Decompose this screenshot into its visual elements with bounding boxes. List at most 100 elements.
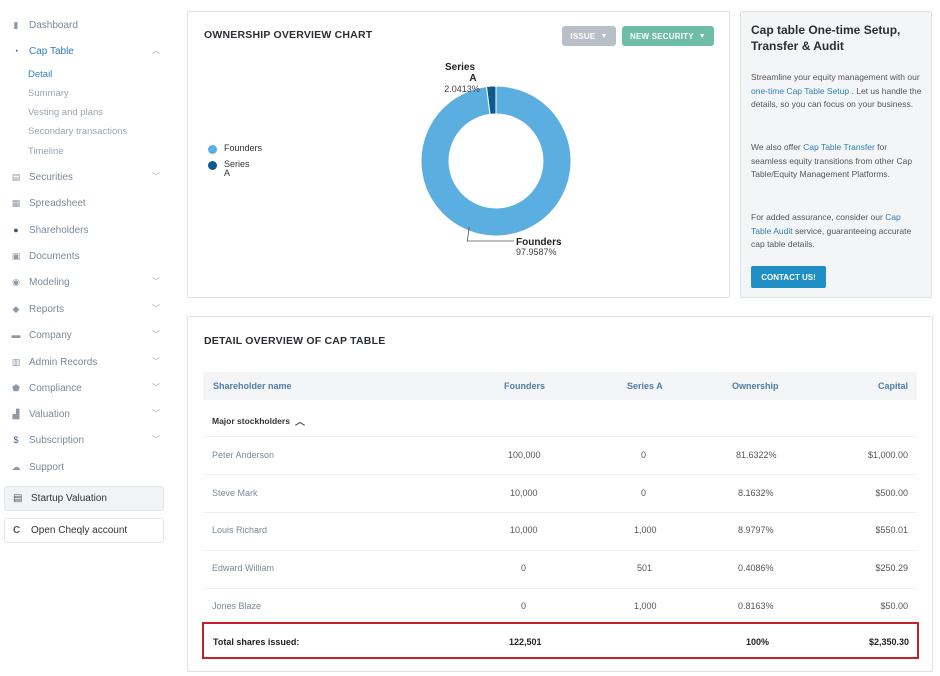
chevron-down-icon: ﹀	[152, 330, 160, 339]
column-header-capital[interactable]: Capital	[877, 381, 908, 391]
data-label-series-a-name: Series	[445, 62, 475, 73]
issue-button[interactable]: ISSUE ▼	[562, 26, 616, 46]
cell-ownership: 0.4086%	[738, 563, 774, 573]
cell-series-a: 0	[641, 488, 647, 498]
chart-legend: Founders Series A	[208, 143, 263, 184]
row-divider	[203, 474, 917, 475]
sidebar-item-spreadsheet[interactable]: ▦ Spreadsheet	[10, 194, 170, 212]
clipboard-icon: ▤	[11, 171, 21, 182]
sidebar-item-label: Valuation	[29, 408, 70, 420]
legend-item-founders[interactable]: Founders	[208, 143, 263, 154]
chevron-down-icon: ﹀	[152, 383, 160, 392]
sidebar-subitem-secondary[interactable]: Secondary transactions	[28, 126, 128, 137]
total-ownership: 100%	[746, 637, 770, 647]
tag-icon: ◆	[12, 303, 20, 314]
data-label-founders-value: 97.9587%	[516, 247, 557, 257]
legend-item-series-a[interactable]: Series A	[208, 160, 254, 178]
sidebar-item-label: Shareholders	[29, 224, 89, 236]
cell-founders: 10,000	[510, 525, 538, 535]
column-header-founders[interactable]: Founders	[504, 381, 546, 391]
open-cheqly-label: Open Cheqly account	[31, 525, 128, 536]
cap-table-setup-link[interactable]: one-time Cap Table Setup	[751, 85, 850, 96]
sidebar-item-valuation[interactable]: ▟ Valuation ﹀	[10, 405, 170, 423]
cell-series-a: 0	[641, 450, 647, 460]
sidebar-subitem-summary[interactable]: Summary	[28, 88, 69, 99]
sidebar-item-securities[interactable]: ▤ Securities ﹀	[10, 168, 170, 186]
sidebar-item-label: Securities	[29, 171, 73, 183]
sidebar-item-label: Dashboard	[29, 19, 78, 31]
legend-label: Series A	[224, 159, 250, 178]
row-divider	[203, 436, 917, 437]
caret-down-icon: ▼	[600, 32, 608, 40]
documents-icon: ▣	[11, 250, 21, 261]
sidebar-item-label: Subscription	[29, 434, 85, 446]
sidebar-item-dashboard[interactable]: ▮ Dashboard	[10, 16, 170, 34]
table-header: Shareholder name Founders Series A Owner…	[203, 372, 917, 400]
new-security-button[interactable]: NEW SECURITY ▼	[622, 26, 714, 46]
admin-icon: ▥	[11, 356, 21, 367]
sidebar-item-modeling[interactable]: ◉ Modeling ﹀	[10, 273, 170, 291]
sidebar-item-support[interactable]: ☁ Support	[10, 458, 170, 476]
chevron-down-icon: ﹀	[152, 357, 160, 366]
column-header-series-a[interactable]: Series A	[627, 381, 663, 391]
legend-label: Founders	[224, 143, 263, 153]
caret-down-icon: ▼	[698, 32, 706, 40]
cell-capital: $50.00	[880, 601, 908, 611]
contact-us-button[interactable]: CONTACT US!	[751, 266, 826, 288]
startup-valuation-button[interactable]: ▤ Startup Valuation	[4, 486, 164, 511]
shield-icon: ⬟	[12, 382, 20, 393]
dollar-icon: $	[13, 435, 19, 445]
legend-swatch	[208, 145, 217, 154]
data-label-series-a-name: A	[469, 73, 476, 84]
cell-shareholder-name: Steve Mark	[212, 488, 258, 498]
cap-table-transfer-link[interactable]: Cap Table Transfer	[803, 142, 875, 152]
open-cheqly-button[interactable]: C Open Cheqly account	[4, 518, 164, 543]
cap-table-audit-link[interactable]: Cap Table Audit	[751, 212, 901, 236]
sidebar-subitem-timeline[interactable]: Timeline	[28, 146, 64, 157]
sidebar-item-shareholders[interactable]: ● Shareholders	[10, 221, 170, 239]
column-header-ownership[interactable]: Ownership	[732, 381, 779, 391]
sidebar-subitem-detail[interactable]: Detail	[28, 69, 53, 80]
chevron-down-icon: ﹀	[152, 277, 160, 286]
sidebar-item-company[interactable]: ▬ Company ﹀	[10, 326, 170, 344]
cell-series-a: 501	[637, 563, 653, 573]
group-toggle-major-stockholders[interactable]: Major stockholders ︿	[212, 413, 305, 429]
sidebar-item-label: Company	[29, 329, 72, 341]
sidebar-item-compliance[interactable]: ⬟ Compliance ﹀	[10, 379, 170, 397]
info-text: We also offer	[751, 142, 804, 152]
chevron-up-icon: ︿	[294, 417, 305, 428]
info-text: for seamless equity transitions from oth…	[751, 142, 913, 179]
user-icon: ●	[13, 225, 19, 235]
group-label: Major stockholders	[212, 415, 290, 426]
cell-shareholder-name: Louis Richard	[212, 525, 268, 535]
row-divider	[203, 588, 917, 589]
sidebar-subitem-vesting[interactable]: Vesting and plans	[28, 107, 104, 118]
sidebar-item-label: Modeling	[29, 276, 70, 288]
info-paragraph-audit: For added assurance, consider our Cap Ta…	[751, 211, 923, 252]
donut-slice-founders[interactable]	[420, 85, 572, 237]
info-card-title: Cap table One-time Setup, Transfer & Aud…	[751, 23, 901, 53]
sidebar-item-documents[interactable]: ▣ Documents	[10, 247, 170, 265]
chevron-up-icon: ︿	[152, 46, 160, 55]
cell-shareholder-name: Jones Blaze	[212, 601, 262, 611]
sidebar-item-cap-table[interactable]: ◔ Cap Table ︿	[10, 42, 170, 60]
info-text: . Let us handle the details, so you can …	[751, 85, 922, 110]
row-divider	[203, 512, 917, 513]
cell-ownership: 81.6322%	[736, 450, 777, 460]
data-label-series-a-value: 2.0413%	[444, 84, 480, 94]
ownership-chart-card: OWNERSHIP OVERVIEW CHART ISSUE ▼ NEW SEC…	[187, 11, 730, 298]
document-icon: ▤	[13, 493, 23, 504]
sidebar-item-admin-records[interactable]: ▥ Admin Records ﹀	[10, 353, 170, 371]
cell-ownership: 0.8163%	[738, 601, 774, 611]
column-header-shareholder[interactable]: Shareholder name	[213, 381, 292, 391]
sidebar-item-label: Documents	[29, 250, 80, 262]
cell-capital: $250.29	[875, 563, 908, 573]
sidebar-item-subscription[interactable]: $ Subscription ﹀	[10, 431, 170, 449]
issue-button-label: ISSUE	[570, 31, 596, 41]
sidebar-item-reports[interactable]: ◆ Reports ﹀	[10, 300, 170, 318]
cell-founders: 0	[521, 563, 527, 573]
spreadsheet-icon: ▦	[11, 197, 21, 208]
sidebar-item-label: Support	[29, 461, 65, 473]
cell-ownership: 8.1632%	[738, 488, 774, 498]
